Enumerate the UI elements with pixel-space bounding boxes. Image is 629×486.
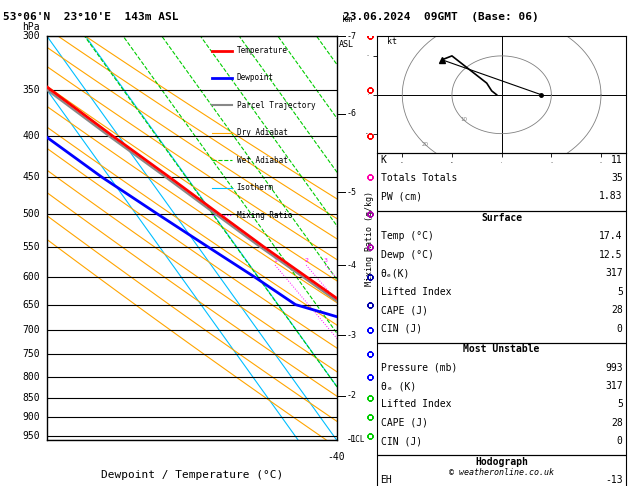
Text: Pressure (mb): Pressure (mb) [381, 363, 457, 373]
Text: 850: 850 [22, 393, 40, 402]
Text: 0: 0 [617, 436, 623, 447]
Text: Isotherm: Isotherm [237, 183, 274, 192]
Text: -1: -1 [347, 435, 357, 444]
Text: 550: 550 [22, 242, 40, 252]
Text: 750: 750 [22, 349, 40, 359]
Text: kt: kt [387, 37, 398, 46]
Text: 5: 5 [617, 399, 623, 410]
Text: Totals Totals: Totals Totals [381, 173, 457, 183]
Text: hPa: hPa [23, 22, 40, 33]
Text: 1.83: 1.83 [599, 191, 623, 202]
Text: -3: -3 [347, 330, 357, 340]
Text: Parcel Trajectory: Parcel Trajectory [237, 101, 315, 110]
Text: EH: EH [381, 475, 392, 486]
Text: 993: 993 [605, 363, 623, 373]
Text: θₑ (K): θₑ (K) [381, 381, 416, 391]
Text: Wet Adiabat: Wet Adiabat [237, 156, 287, 165]
Text: Dewpoint: Dewpoint [237, 73, 274, 83]
Text: 20: 20 [422, 142, 429, 147]
Text: K: K [381, 155, 386, 165]
Text: PW (cm): PW (cm) [381, 191, 421, 202]
Text: © weatheronline.co.uk: © weatheronline.co.uk [449, 468, 554, 477]
Text: Dewpoint / Temperature (°C): Dewpoint / Temperature (°C) [101, 470, 283, 480]
Text: θₑ(K): θₑ(K) [381, 268, 410, 278]
Text: 1: 1 [273, 258, 277, 263]
Text: CIN (J): CIN (J) [381, 436, 421, 447]
Text: 28: 28 [611, 305, 623, 315]
Text: 317: 317 [605, 268, 623, 278]
Text: Most Unstable: Most Unstable [464, 344, 540, 354]
Text: 12.5: 12.5 [599, 250, 623, 260]
Text: CIN (J): CIN (J) [381, 324, 421, 334]
Text: Dewp (°C): Dewp (°C) [381, 250, 433, 260]
Text: -2: -2 [347, 391, 357, 400]
Text: 450: 450 [22, 172, 40, 182]
Text: CAPE (J): CAPE (J) [381, 418, 428, 428]
Text: 10: 10 [460, 117, 467, 122]
Text: 3: 3 [323, 258, 328, 263]
Text: km: km [342, 16, 352, 24]
Text: -13: -13 [605, 475, 623, 486]
Text: -5: -5 [347, 188, 357, 197]
Text: 900: 900 [22, 413, 40, 422]
Text: 800: 800 [22, 372, 40, 382]
Text: Mixing Ratio: Mixing Ratio [237, 210, 292, 220]
Text: Lifted Index: Lifted Index [381, 287, 451, 297]
Text: 650: 650 [22, 299, 40, 310]
Text: 11: 11 [611, 155, 623, 165]
Text: CAPE (J): CAPE (J) [381, 305, 428, 315]
Text: 950: 950 [22, 431, 40, 441]
Text: 28: 28 [611, 418, 623, 428]
Text: 300: 300 [22, 32, 40, 41]
Text: -LCL: -LCL [347, 435, 365, 444]
Text: 23.06.2024  09GMT  (Base: 06): 23.06.2024 09GMT (Base: 06) [343, 12, 538, 22]
Text: Temp (°C): Temp (°C) [381, 231, 433, 242]
Text: Surface: Surface [481, 213, 522, 223]
Text: Temperature: Temperature [237, 46, 287, 55]
Text: Mixing Ratio (g/kg): Mixing Ratio (g/kg) [365, 191, 374, 286]
Text: ASL: ASL [339, 40, 354, 50]
Text: 700: 700 [22, 325, 40, 335]
Text: -6: -6 [347, 109, 357, 118]
Text: -40: -40 [328, 452, 345, 462]
Text: -4: -4 [347, 260, 357, 270]
Text: 53°06'N  23°10'E  143m ASL: 53°06'N 23°10'E 143m ASL [3, 12, 179, 22]
Text: 35: 35 [611, 173, 623, 183]
Text: -7: -7 [347, 32, 357, 41]
Text: 2: 2 [304, 258, 308, 263]
Text: 500: 500 [22, 208, 40, 219]
Text: Dry Adiabat: Dry Adiabat [237, 128, 287, 138]
Text: 5: 5 [617, 287, 623, 297]
Text: 600: 600 [22, 272, 40, 282]
Text: 400: 400 [22, 131, 40, 141]
Text: Lifted Index: Lifted Index [381, 399, 451, 410]
Text: 350: 350 [22, 85, 40, 95]
Text: 317: 317 [605, 381, 623, 391]
Text: 17.4: 17.4 [599, 231, 623, 242]
Text: 0: 0 [617, 324, 623, 334]
Text: Hodograph: Hodograph [475, 457, 528, 467]
